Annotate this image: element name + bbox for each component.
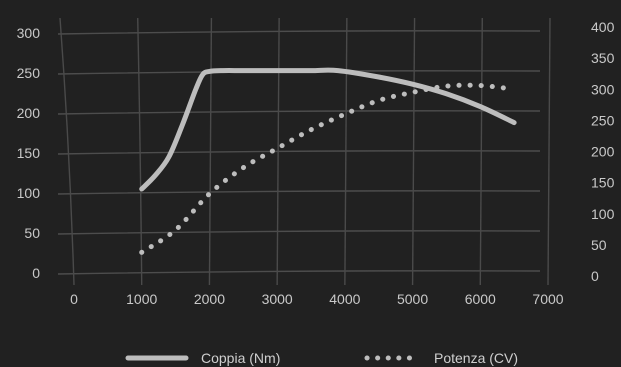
y-left-tick-label: 100 xyxy=(17,185,41,201)
y-right-tick-label: 400 xyxy=(591,19,615,35)
legend-label-potenza-cv: Potenza (CV) xyxy=(434,350,518,366)
x-tick-label: 2000 xyxy=(194,291,225,307)
y-right-tick-label: 350 xyxy=(591,50,615,66)
grid-line-horizontal xyxy=(57,30,541,35)
grid-line-horizontal xyxy=(57,190,541,195)
x-tick-label: 0 xyxy=(70,291,78,307)
legend: Coppia (Nm) Potenza (CV) xyxy=(125,350,518,366)
y-right-tick-label: 200 xyxy=(591,144,615,160)
grid-line-vertical xyxy=(479,17,483,286)
grid-line-vertical xyxy=(276,17,280,286)
y-left-tick-label: 150 xyxy=(17,145,41,161)
y-right-tick-label: 50 xyxy=(591,237,607,253)
y-left-tick-label: 250 xyxy=(17,65,41,81)
axis-labels: 0501001502002503000501001502002503003504… xyxy=(17,19,615,307)
series-line-potenza-cv xyxy=(139,82,517,255)
y-left-tick-label: 50 xyxy=(24,225,40,241)
y-right-tick-label: 300 xyxy=(591,81,615,97)
grid-line-vertical xyxy=(411,17,416,286)
x-tick-label: 4000 xyxy=(329,291,360,307)
series-line-coppia-nm xyxy=(139,67,517,192)
y-right-tick-label: 100 xyxy=(591,206,615,222)
x-tick-label: 6000 xyxy=(465,291,496,307)
grid xyxy=(57,17,551,286)
series xyxy=(139,67,517,255)
y-right-tick-label: 250 xyxy=(591,112,615,128)
x-tick-label: 7000 xyxy=(532,291,563,307)
grid-line-horizontal xyxy=(57,230,541,235)
legend-label-coppia-nm: Coppia (Nm) xyxy=(201,350,280,366)
grid-line-vertical xyxy=(59,17,75,286)
grid-line-horizontal xyxy=(57,270,541,275)
x-tick-label: 5000 xyxy=(397,291,428,307)
grid-line-horizontal xyxy=(57,150,541,155)
y-right-tick-label: 0 xyxy=(591,268,599,284)
grid-line-vertical xyxy=(208,17,213,286)
grid-line-horizontal xyxy=(57,110,541,115)
x-tick-label: 1000 xyxy=(126,291,157,307)
grid-line-vertical xyxy=(547,17,551,286)
grid-line-vertical xyxy=(344,17,348,286)
y-right-tick-label: 150 xyxy=(591,175,615,191)
y-left-tick-label: 300 xyxy=(17,25,41,41)
x-tick-label: 3000 xyxy=(262,291,293,307)
grid-line-vertical xyxy=(137,17,143,286)
y-left-tick-label: 200 xyxy=(17,105,41,121)
y-left-tick-label: 0 xyxy=(32,265,40,281)
